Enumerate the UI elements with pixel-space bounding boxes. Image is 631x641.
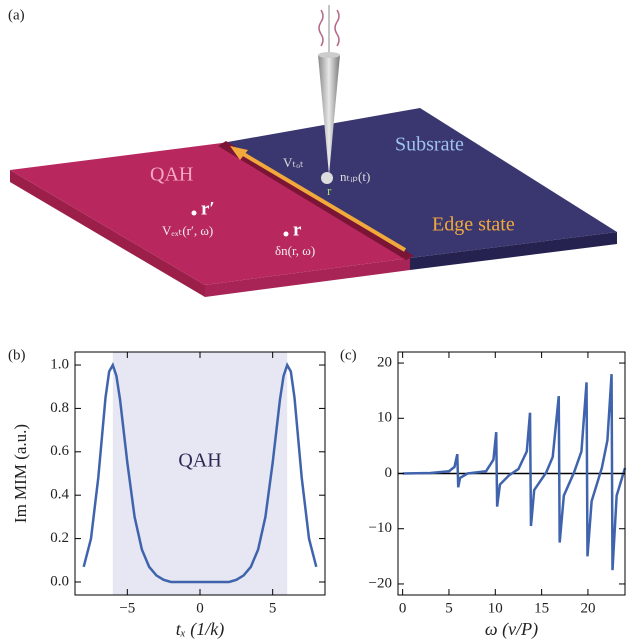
v-tot-label: Vₜₒₜ [283, 155, 304, 170]
y-tick-label: 0.4 [50, 487, 69, 503]
y-tick-label: 0.6 [50, 443, 69, 459]
figure: (a) QAH Subsrate Edge state Vₜₒₜ nₜᵢₚ(t)… [0, 0, 631, 641]
qah-label: QAH [150, 164, 193, 186]
point [192, 211, 197, 216]
x-tick-label: 5 [269, 600, 277, 616]
panel-label: (a) [8, 7, 25, 23]
data-line [403, 374, 625, 570]
x-tick-label: 10 [488, 600, 503, 616]
r-label: r [293, 219, 302, 240]
diagram: (a) QAH Subsrate Edge state Vₜₒₜ nₜᵢₚ(t)… [8, 5, 617, 297]
y-tick-label: 0.2 [50, 530, 69, 546]
delta-n-label: δn(r, ω) [275, 243, 315, 258]
tip-r-label: r [327, 183, 332, 198]
y-tick-label: 0.8 [50, 400, 69, 416]
point [284, 232, 289, 237]
y-tick-label: −10 [369, 520, 392, 536]
y-axis-label: Im MIM (a.u.) [11, 424, 30, 523]
panel-label: (c) [340, 347, 357, 363]
edge-state-label: Edge state [432, 214, 515, 236]
x-tick-label: 15 [534, 600, 549, 616]
y-tick-label: 0 [385, 465, 393, 481]
panel-label: (b) [8, 347, 26, 363]
n-tip-label: nₜᵢₚ(t) [340, 169, 370, 184]
v-ext-label: Vₑₓₜ(r′, ω) [162, 223, 213, 238]
y-tick-label: 1.0 [50, 356, 69, 372]
annotation: QAH [178, 450, 221, 472]
r-prime-label: r′ [201, 198, 215, 219]
tip-top [318, 52, 340, 58]
x-tick-label: 0 [196, 600, 204, 616]
y-tick-label: 0.0 [50, 573, 69, 589]
substrate-label: Subsrate [395, 134, 464, 156]
x-tick-label: 0 [399, 600, 407, 616]
x-axis-label: tₓ (1/k) [176, 619, 225, 640]
x-axis-label: ω (v/P) [485, 619, 538, 640]
y-tick-label: 20 [377, 354, 392, 370]
x-tick-label: 5 [445, 600, 453, 616]
x-tick-label: −5 [119, 600, 135, 616]
y-tick-label: 10 [377, 410, 392, 426]
shaded-region [113, 352, 287, 595]
y-tick-label: −20 [369, 575, 392, 591]
x-tick-label: 20 [580, 600, 595, 616]
